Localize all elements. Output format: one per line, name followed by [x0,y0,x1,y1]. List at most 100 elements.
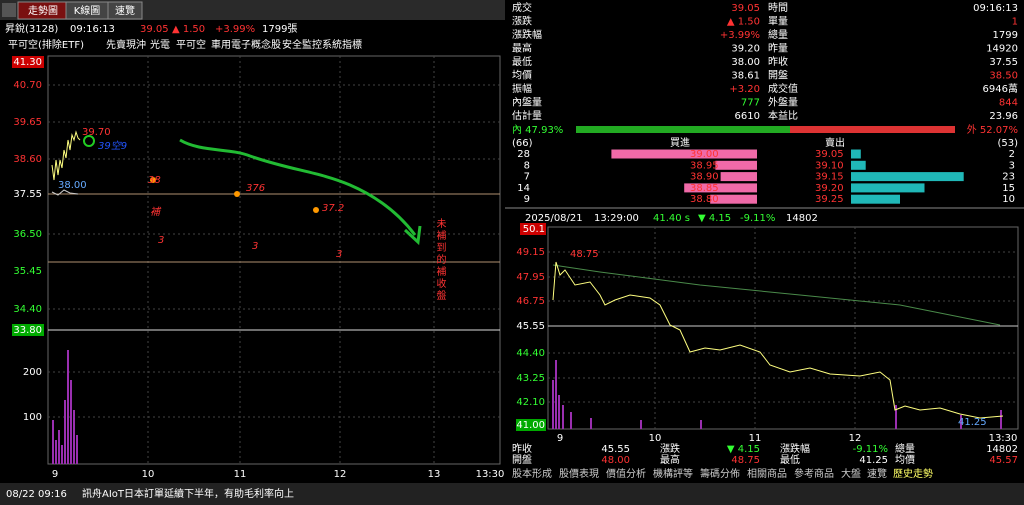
nav-link[interactable]: 速覽 [867,467,887,480]
sell-qty: 15 [1002,183,1015,194]
nav-link[interactable]: 參考商品 [794,467,834,480]
circle-mark [83,135,95,147]
tab[interactable] [107,1,143,20]
quote-label: 總量 [768,28,788,41]
chart-header: ▼ 4.15 [698,213,731,224]
trend-curve [179,138,417,236]
quote-label: 振幅 [512,82,532,95]
quote-label: 最低 [512,55,532,68]
y-label: 45.55 [516,321,545,332]
stat-label: 總量 [895,442,915,455]
dot [150,177,156,183]
buy-count: (66) [512,138,533,149]
nav-link[interactable]: 股本形成 [512,467,552,480]
annotation: 補 [150,206,162,218]
price: 39.05 [140,24,169,35]
y-label: 49.15 [516,247,545,258]
inner-bar [576,126,790,133]
stat-label: 均價 [895,453,915,466]
left-volume [52,350,78,464]
chart-header: 14802 [786,213,818,224]
nav-link[interactable]: 大盤 [841,467,861,480]
nav-link[interactable]: 股價表現 [559,467,599,480]
buy-bar [710,194,757,204]
left-grid [48,56,500,464]
low-marker: 38.00 [58,180,87,191]
change: ▲ 1.50 [172,24,205,35]
stat-label: 開盤 [512,453,532,466]
sell-bar [851,160,866,170]
stat-value: ▼ 4.15 [727,444,760,455]
quote-value: +3.20 [729,84,760,95]
trend-arrow [403,225,422,246]
y-label: 37.55 [13,189,42,200]
x-label: 13:30 [476,469,505,480]
right-avg-line [552,264,1001,326]
quote-value: 1799 [993,30,1018,41]
limit-up-box [520,223,546,235]
nav-link[interactable]: 籌碼分佈 [700,467,740,480]
quote-label: 開盤 [768,69,788,82]
quote-value: 1 [1012,17,1018,28]
volume: 1799張 [262,23,297,35]
limit-down-box [516,419,546,431]
sell-qty: 2 [1009,149,1015,160]
buy-title: 買進 [670,137,690,149]
sell-price: 39.20 [815,183,844,194]
right-chart-frame [547,226,1019,430]
y-label: 36.50 [13,229,42,240]
sell-price: 39.10 [815,160,844,171]
quote-value: 844 [999,98,1018,109]
sell-qty: 23 [1002,172,1015,183]
sell-bar [851,149,861,159]
quote-label: 均價 [512,69,532,82]
stat-value: 14802 [986,444,1018,455]
quote-value: 23.96 [989,111,1018,122]
quote-label: 昨收 [768,55,788,68]
menu-button[interactable] [2,3,16,17]
annotation: 3 [252,241,258,252]
buy-price: 38.80 [690,194,719,205]
nav-link[interactable]: 相關商品 [747,467,787,480]
quote-value: 777 [741,98,760,109]
y-label: 33.80 [13,325,42,336]
right-price-line [552,261,1004,419]
x-label: 9 [557,433,563,444]
quote-value: +3.99% [720,30,760,41]
nav-link[interactable]: 價值分析 [606,467,646,480]
annotation: 39空9 [98,140,127,152]
quote-value: 39.05 [731,3,760,14]
nav-link[interactable]: 機構評等 [653,467,693,480]
buy-price: 38.95 [690,160,719,171]
high-marker: 39.70 [82,127,111,138]
news-headline[interactable]: 訊舟AIoT日本訂單延續下半年，有助毛利率向上 [82,487,294,500]
buy-bar [611,149,757,159]
y-label: 46.75 [516,296,545,307]
y-label: 43.25 [516,373,545,384]
buy-price: 38.90 [690,172,719,183]
y-label: 41.30 [13,57,42,68]
quote-label: 內盤量 [512,96,542,109]
quote-label: 單量 [768,16,788,28]
x-label: 9 [52,469,58,480]
stat-label: 漲跌幅 [780,442,810,455]
stat-label: 最低 [780,453,800,466]
volume-label: 100 [23,412,42,423]
y-label: 40.70 [13,80,42,91]
buy-bar [684,183,757,193]
buy-price: 38.85 [690,183,719,194]
tag: 先賣現沖 [106,38,146,51]
buy-qty: 7 [524,172,530,183]
quote-value: 6610 [735,111,760,122]
nav-link[interactable]: 歷史走勢 [893,467,933,480]
quote-label: 成交 [512,1,532,14]
x-label: 11 [749,433,762,444]
sell-count: (53) [997,138,1018,149]
buy-qty: 14 [517,183,530,194]
annotation: 3 [158,235,164,246]
quote-label: 本益比 [768,109,798,122]
y-label: 44.40 [516,348,545,359]
stat-label: 昨收 [512,442,532,455]
left-price-line [51,130,81,181]
